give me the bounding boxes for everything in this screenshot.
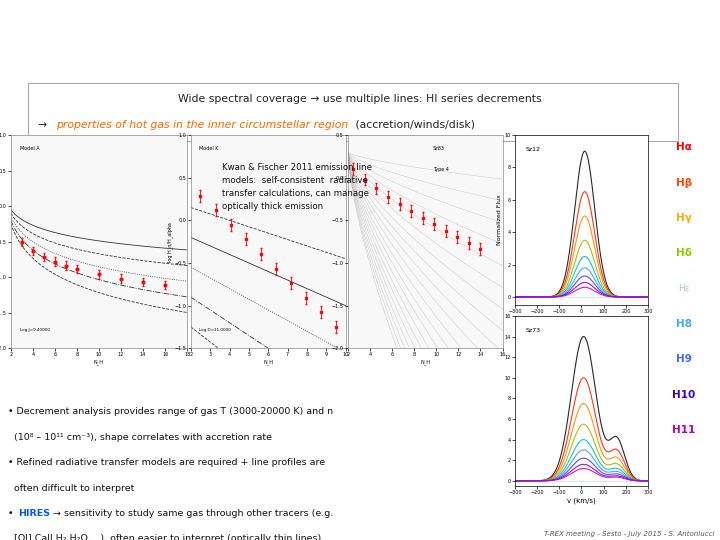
Y-axis label: log H_n/H_alpha: log H_n/H_alpha <box>168 222 174 261</box>
Text: Wide spectral coverage → use multiple lines: HI series decrements: Wide spectral coverage → use multiple li… <box>178 94 542 104</box>
Text: →: → <box>38 120 50 130</box>
Text: • Decrement analysis provides range of gas T (3000-20000 K) and n: • Decrement analysis provides range of g… <box>8 407 333 416</box>
Text: → sensitivity to study same gas through other tracers (e.g.: → sensitivity to study same gas through … <box>50 509 333 518</box>
Text: H10: H10 <box>672 390 696 400</box>
Text: Sz12: Sz12 <box>526 147 541 152</box>
Text: Antoniucci+ 2015 in prep: Antoniucci+ 2015 in prep <box>529 146 627 156</box>
Text: Model K: Model K <box>199 146 218 151</box>
Text: T-REX meeting - Sesto - July 2015 - S. Antoniucci: T-REX meeting - Sesto - July 2015 - S. A… <box>544 531 715 537</box>
Text: • Refined radiative transfer models are required + line profiles are: • Refined radiative transfer models are … <box>8 458 325 467</box>
Text: Log D=11.0000: Log D=11.0000 <box>199 328 230 332</box>
Text: Hδ: Hδ <box>676 248 692 258</box>
Text: [OI],CaII,H₂,H₂O,…), often easier to interpret (optically thin lines): [OI],CaII,H₂,H₂O,…), often easier to int… <box>8 535 321 540</box>
Text: Hε: Hε <box>678 284 690 293</box>
Text: Model A: Model A <box>19 146 40 151</box>
Text: often difficult to interpret: often difficult to interpret <box>8 484 135 493</box>
Y-axis label: Normalized Flux: Normalized Flux <box>497 194 502 246</box>
Text: HI lines: info on circumstellar gas: HI lines: info on circumstellar gas <box>46 23 573 50</box>
X-axis label: N_H: N_H <box>264 359 273 364</box>
Text: (10⁸ – 10¹¹ cm⁻³), shape correlates with accretion rate: (10⁸ – 10¹¹ cm⁻³), shape correlates with… <box>8 433 272 442</box>
Text: Sz83: Sz83 <box>433 146 445 151</box>
Text: properties of hot gas in the inner circumstellar region: properties of hot gas in the inner circu… <box>56 120 348 130</box>
Text: H9: H9 <box>676 354 692 364</box>
Text: Sz73: Sz73 <box>526 328 541 333</box>
Text: Hβ: Hβ <box>676 178 692 187</box>
Bar <box>28 83 678 141</box>
X-axis label: N_H: N_H <box>420 359 430 364</box>
Text: Hα: Hα <box>676 142 692 152</box>
Text: HIRES: HIRES <box>18 509 50 518</box>
Text: Type 4: Type 4 <box>433 167 449 172</box>
X-axis label: v (km/s): v (km/s) <box>567 498 595 504</box>
Text: Log J=9.40000: Log J=9.40000 <box>19 328 50 332</box>
X-axis label: N_H: N_H <box>94 359 104 364</box>
Text: Hγ: Hγ <box>676 213 692 223</box>
Text: •: • <box>8 509 17 518</box>
Text: H11: H11 <box>672 425 696 435</box>
Text: H8: H8 <box>676 319 692 329</box>
Text: Kwan & Fischer 2011 emission line
models:  self-consistent  radiative
transfer c: Kwan & Fischer 2011 emission line models… <box>222 163 372 211</box>
Text: (accretion/winds/disk): (accretion/winds/disk) <box>352 120 475 130</box>
